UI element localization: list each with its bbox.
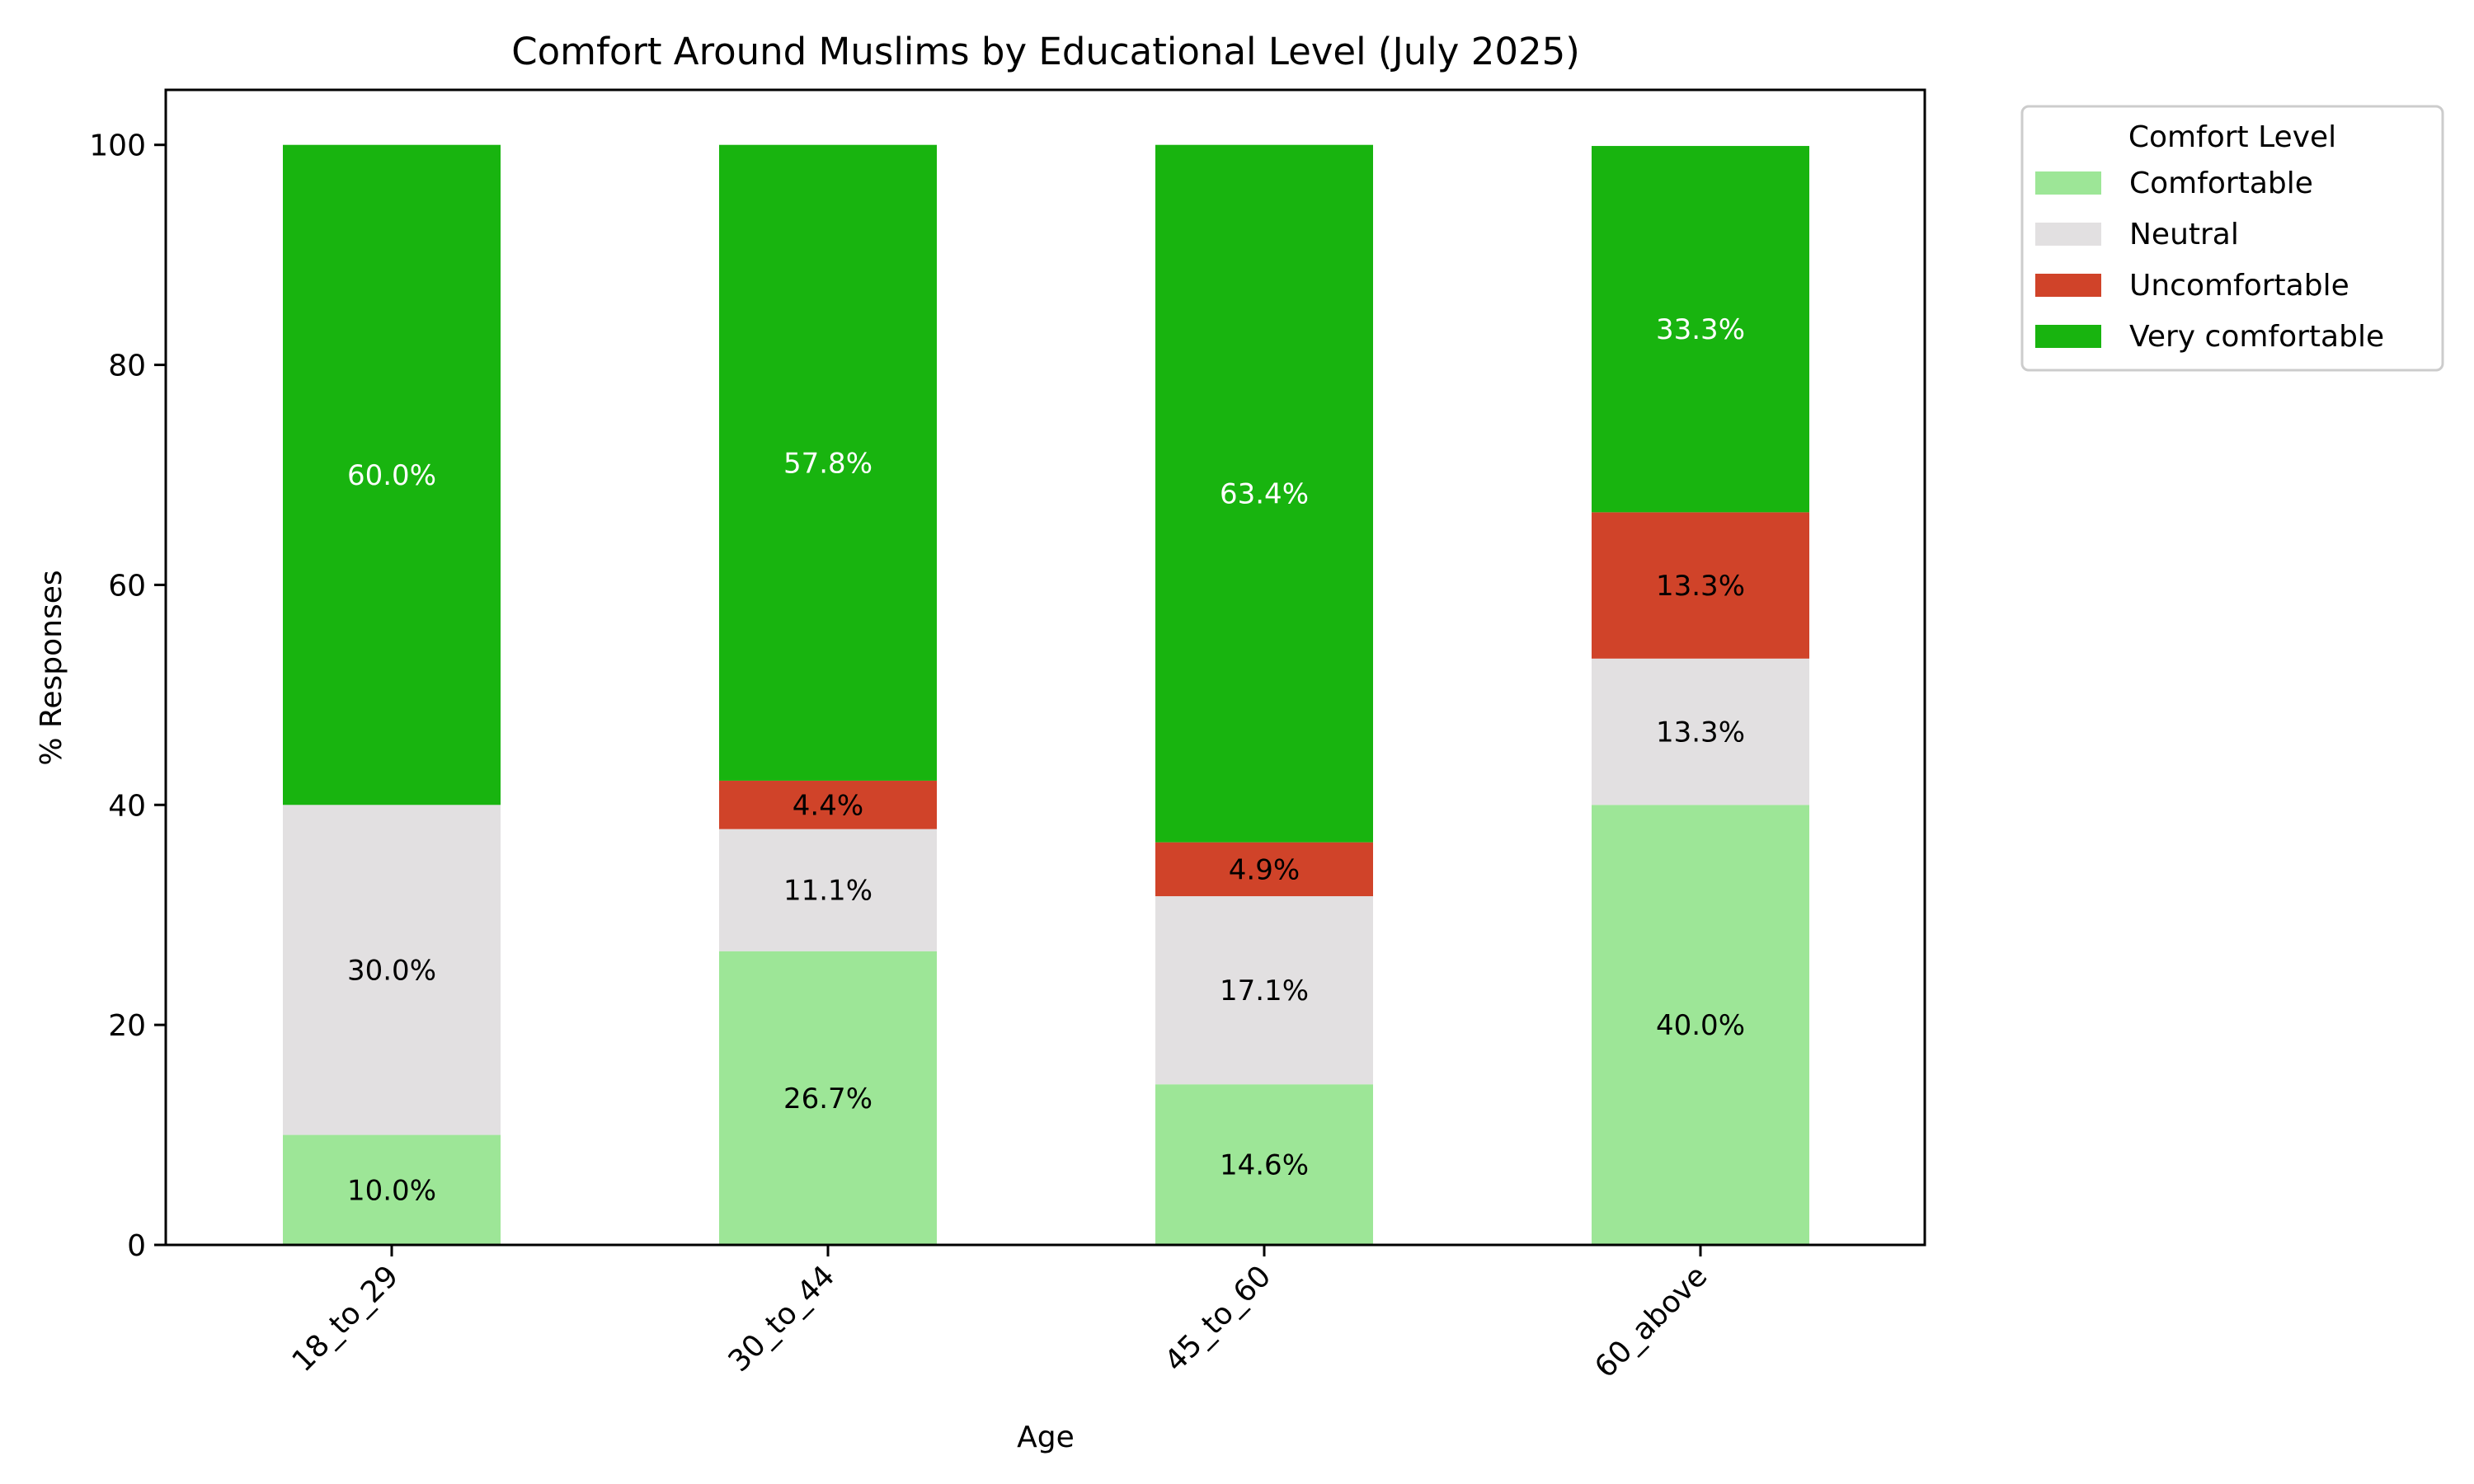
data-label-very-comfortable-18-to-29: 60.0% xyxy=(347,459,436,492)
legend-title: Comfort Level xyxy=(2128,120,2336,154)
x-tick-label-18-to-29: 18_to_29 xyxy=(286,1259,406,1378)
bar-very-comfortable-60-above xyxy=(1592,146,1809,513)
data-label-comfortable-18-to-29: 10.0% xyxy=(347,1174,436,1207)
bar-neutral-30-to-44 xyxy=(719,829,937,951)
legend-items: Comfortable Neutral Uncomfortable Very comf… xyxy=(2035,167,2384,354)
data-label-neutral-45-to-60: 17.1% xyxy=(1220,974,1309,1007)
bar-comfortable-45-to-60 xyxy=(1155,1084,1373,1245)
y-axis: 0 20 40 60 80 100 xyxy=(89,129,166,1263)
legend-label-very-comfortable: Very comfortable xyxy=(2129,320,2384,354)
data-label-neutral-30-to-44: 11.1% xyxy=(783,875,872,908)
data-label-neutral-60-above: 13.3% xyxy=(1656,716,1745,749)
data-label-very-comfortable-30-to-44: 57.8% xyxy=(783,447,872,480)
legend-label-neutral: Neutral xyxy=(2129,218,2239,251)
legend-swatch-neutral xyxy=(2035,223,2101,246)
bars-layer xyxy=(283,144,1809,1245)
x-axis: 18_to_29 30_to_44 45_to_60 60_above xyxy=(286,1245,1714,1385)
bar-uncomfortable-45-to-60 xyxy=(1155,842,1373,897)
bar-very-comfortable-45-to-60 xyxy=(1155,144,1373,843)
data-label-comfortable-45-to-60: 14.6% xyxy=(1220,1149,1309,1182)
legend-swatch-uncomfortable xyxy=(2035,274,2101,297)
data-label-very-comfortable-45-to-60: 63.4% xyxy=(1220,478,1309,511)
bar-uncomfortable-30-to-44 xyxy=(719,780,937,829)
data-label-comfortable-30-to-44: 26.7% xyxy=(783,1082,872,1115)
bar-neutral-60-above xyxy=(1592,658,1809,805)
legend-label-uncomfortable: Uncomfortable xyxy=(2129,269,2349,303)
bar-neutral-18-to-29 xyxy=(283,805,501,1135)
data-label-uncomfortable-60-above: 13.3% xyxy=(1656,570,1745,603)
legend-label-comfortable: Comfortable xyxy=(2129,167,2313,200)
y-tick-label: 20 xyxy=(108,1009,146,1043)
bar-very-comfortable-30-to-44 xyxy=(719,144,937,781)
bar-comfortable-30-to-44 xyxy=(719,951,937,1245)
chart-title: Comfort Around Muslims by Educational Le… xyxy=(511,30,1580,73)
bar-comfortable-60-above xyxy=(1592,805,1809,1245)
x-tick-label-30-to-44: 30_to_44 xyxy=(722,1259,842,1378)
data-label-neutral-18-to-29: 30.0% xyxy=(347,954,436,987)
legend-frame xyxy=(2020,105,2444,372)
data-label-very-comfortable-60-above: 33.3% xyxy=(1656,313,1745,346)
y-tick-label: 100 xyxy=(89,129,146,163)
bar-very-comfortable-18-to-29 xyxy=(283,144,501,805)
data-label-uncomfortable-30-to-44: 4.4% xyxy=(793,789,863,822)
bar-neutral-45-to-60 xyxy=(1155,896,1373,1085)
bar-uncomfortable-60-above xyxy=(1592,512,1809,659)
data-labels-layer: 10.0% 30.0% 60.0% 26.7% 11.1% 4.4% 57.8% 14.6% 1… xyxy=(347,313,1745,1207)
data-label-comfortable-60-above: 40.0% xyxy=(1656,1009,1745,1042)
legend-swatch-comfortable xyxy=(2035,171,2101,195)
x-axis-label: Age xyxy=(1017,1421,1075,1454)
y-axis-label: % Responses xyxy=(35,570,68,765)
bar-comfortable-18-to-29 xyxy=(283,1134,501,1245)
y-tick-label: 60 xyxy=(108,569,146,603)
y-tick-label: 40 xyxy=(108,789,146,823)
data-label-uncomfortable-45-to-60: 4.9% xyxy=(1229,853,1300,886)
legend: Comfort Level Comfortable Neutral Uncomfor… xyxy=(2020,105,2444,372)
legend-swatch-very-comfortable xyxy=(2035,325,2101,348)
y-tick-label: 80 xyxy=(108,350,146,383)
x-tick-label-60-above: 60_above xyxy=(1588,1259,1714,1384)
y-tick-label: 0 xyxy=(127,1229,146,1263)
plot-area-frame xyxy=(164,88,1926,1247)
x-tick-label-45-to-60: 45_to_60 xyxy=(1159,1259,1278,1378)
